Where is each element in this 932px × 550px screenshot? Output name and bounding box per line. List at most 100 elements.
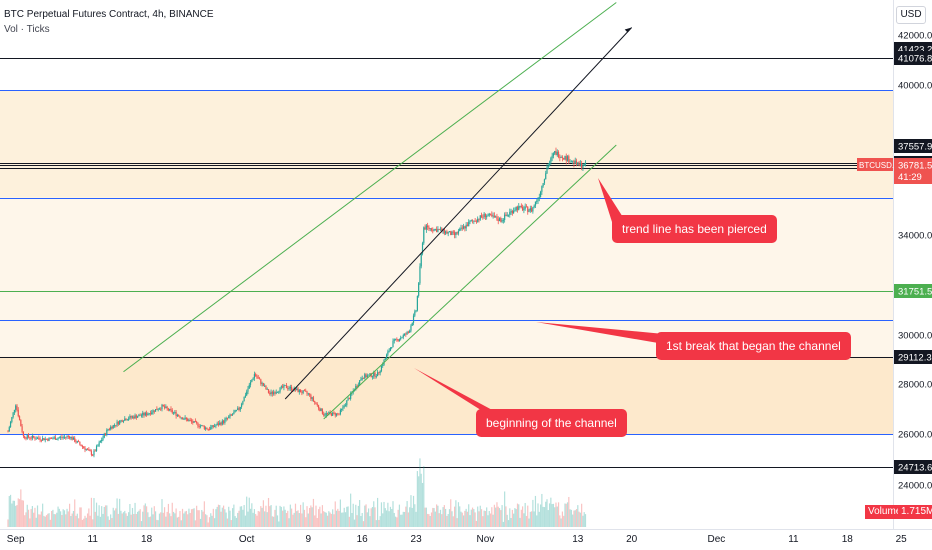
volume-bar	[271, 516, 273, 527]
candle-body	[67, 436, 69, 438]
callout-first-break-pointer	[536, 322, 664, 344]
volume-bar	[342, 512, 344, 527]
volume-bar	[270, 505, 272, 527]
x-tick-label-5: 16	[357, 534, 369, 545]
candle-body	[315, 402, 317, 405]
candle-body	[393, 339, 395, 341]
candle-body	[121, 420, 123, 422]
candle-body	[310, 394, 312, 399]
candle-body	[13, 409, 16, 413]
volume-bar	[357, 505, 359, 527]
candle-body	[438, 229, 440, 231]
volume-bar	[190, 509, 193, 527]
candle-body	[504, 214, 506, 220]
volume-bar	[8, 496, 10, 527]
volume-bar	[393, 512, 395, 527]
volume-bar	[384, 508, 386, 527]
candle-body	[170, 408, 172, 411]
candle-body	[161, 404, 163, 410]
volume-bar	[166, 511, 168, 527]
volume-bar	[172, 511, 175, 527]
candle-body	[421, 243, 424, 254]
volume-bar	[98, 505, 100, 527]
volume-bar	[183, 513, 185, 527]
candle-body	[510, 210, 512, 213]
volume-bar	[234, 516, 236, 527]
volume-bar	[184, 511, 186, 527]
candle-body	[208, 429, 211, 431]
candle-body	[396, 338, 398, 340]
callout-channel-beginning-pointer	[414, 368, 496, 412]
indicator-legend[interactable]: Vol · Ticks	[4, 24, 50, 35]
candle-body	[101, 440, 103, 442]
candle-body	[8, 427, 10, 432]
volume-bar	[296, 511, 298, 527]
volume-bar	[556, 506, 558, 527]
volume-bar	[474, 512, 476, 527]
candle-body	[569, 161, 571, 163]
volume-bar	[374, 507, 376, 527]
volume-bar	[350, 493, 352, 527]
volume-bar	[165, 516, 167, 527]
candle-body	[198, 426, 200, 427]
volume-bar	[493, 504, 495, 527]
volume-bar	[498, 508, 501, 527]
volume-bar	[103, 506, 105, 527]
candle-body	[257, 377, 259, 379]
candle-body	[102, 437, 104, 441]
volume-bar	[564, 503, 566, 527]
candle-body	[302, 390, 304, 393]
candle-body	[298, 389, 300, 393]
candle-body	[205, 427, 207, 429]
price-label-2: 37557.9	[898, 142, 932, 153]
volume-bar	[364, 505, 366, 527]
volume-bar	[146, 506, 148, 527]
volume-bar	[361, 512, 363, 527]
candle-body	[266, 389, 268, 390]
candle-body	[30, 438, 32, 439]
candle-body	[319, 408, 321, 411]
candle-body	[88, 449, 90, 451]
candle-body	[391, 347, 393, 348]
candle-body	[423, 227, 425, 244]
candle-body	[142, 412, 144, 416]
candle-body	[233, 412, 235, 415]
volume-bar	[196, 505, 198, 527]
volume-bar	[344, 512, 347, 527]
candle-body	[113, 425, 116, 426]
volume-bar	[373, 501, 375, 527]
volume-bar	[26, 504, 28, 527]
candle-body	[577, 162, 579, 165]
candle-body	[325, 413, 327, 416]
volume-bar	[95, 502, 98, 527]
candle-body	[498, 218, 501, 221]
callout-channel-beginning: beginning of the channel	[476, 409, 627, 437]
candle-body	[317, 405, 320, 409]
candle-body	[487, 215, 489, 217]
volume-bar	[293, 512, 295, 527]
volume-bar	[266, 512, 268, 527]
candle-body	[54, 437, 57, 440]
candle-body	[248, 384, 250, 389]
x-tick-label-2: 18	[141, 534, 153, 545]
volume-bar	[375, 520, 377, 527]
volume-bar	[217, 504, 220, 527]
candle-body	[537, 198, 539, 202]
candle-body	[524, 206, 526, 209]
volume-bar	[248, 497, 250, 527]
volume-bar	[126, 515, 128, 527]
volume-bar	[140, 521, 143, 527]
volume-bar	[366, 512, 368, 527]
volume-bar	[456, 518, 458, 527]
volume-bar	[427, 513, 429, 527]
candle-body	[556, 152, 558, 156]
volume-bar	[529, 511, 531, 527]
currency-button[interactable]: USD	[896, 6, 926, 24]
candle-body	[240, 404, 243, 407]
candle-body	[335, 413, 338, 416]
candle-body	[543, 179, 546, 184]
candle-body	[174, 412, 176, 413]
volume-bar	[515, 509, 517, 527]
candle-body	[505, 214, 507, 216]
